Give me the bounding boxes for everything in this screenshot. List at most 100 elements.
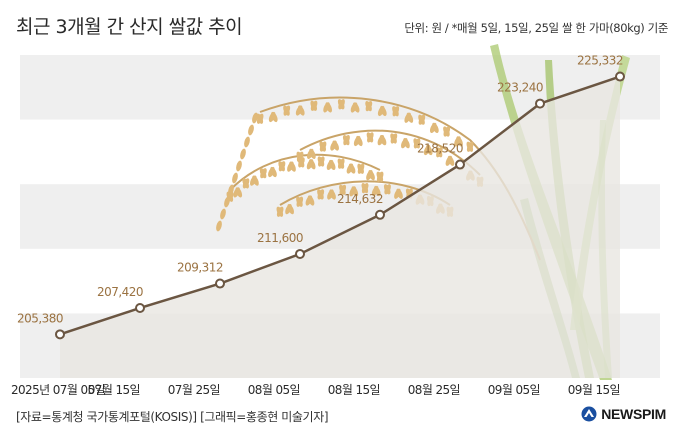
page-title: 최근 3개월 간 산지 쌀값 추이 <box>16 16 243 38</box>
newspim-logo-icon <box>581 406 597 422</box>
rice-grain <box>310 100 318 111</box>
x-tick-label: 08월 05일 <box>248 383 300 397</box>
rice-grain <box>278 161 286 172</box>
rice-grain <box>260 168 267 179</box>
rice-grain <box>377 105 385 117</box>
x-tick-label: 08월 15일 <box>328 383 380 397</box>
rice-grain <box>343 134 350 146</box>
x-tick-label: 2025년 07월 05일 <box>11 383 105 397</box>
rice-grain <box>268 166 275 178</box>
rice-grain <box>390 133 398 144</box>
rice-grain <box>376 171 384 182</box>
rice-grain <box>330 140 337 151</box>
rice-grain <box>252 112 258 124</box>
brand-logo: NEWSPIM <box>581 406 666 422</box>
data-label: 207,420 <box>97 285 143 299</box>
rice-grain <box>371 185 379 197</box>
rice-grain <box>445 155 453 166</box>
rice-grain <box>365 100 373 112</box>
rice-grain <box>394 188 401 199</box>
rice-grain <box>443 126 451 137</box>
rice-grain <box>248 124 254 136</box>
rice-grain <box>349 186 356 197</box>
rice-grain <box>242 178 250 189</box>
rice-grain <box>319 141 327 152</box>
rice-grain <box>327 189 334 200</box>
rice-grain <box>306 148 314 159</box>
rice-grain <box>357 163 365 174</box>
rice-grain <box>338 99 345 110</box>
rice-grain <box>346 163 354 174</box>
rice-grain <box>423 144 431 156</box>
rice-grain <box>268 111 276 123</box>
rice-grain <box>216 220 222 232</box>
data-point <box>615 71 625 82</box>
data-point <box>295 248 305 259</box>
rice-grain <box>401 138 408 149</box>
rice-grain <box>418 114 426 125</box>
rice-grain <box>326 159 334 171</box>
rice-grain <box>285 204 292 215</box>
rice-grain <box>404 112 412 123</box>
data-label: 218,520 <box>417 142 463 156</box>
data-label: 223,240 <box>497 81 543 95</box>
unit-note: 단위: 원 / *매월 5일, 15일, 25일 쌀 한 가마(80kg) 기준 <box>404 21 668 35</box>
rice-grain <box>339 184 347 195</box>
rice-grain <box>224 196 230 208</box>
rice-grain <box>317 156 325 167</box>
area-fill <box>60 76 620 378</box>
rice-grain <box>295 105 303 116</box>
rice-grain <box>298 157 305 168</box>
data-label: 205,380 <box>17 311 63 325</box>
rice-grain <box>228 184 234 196</box>
x-tick-label: 08월 25일 <box>408 383 460 397</box>
rice-grain <box>366 169 373 181</box>
rice-grain <box>367 132 374 143</box>
data-point <box>535 98 545 109</box>
series-line <box>59 75 621 336</box>
data-point <box>215 278 225 289</box>
data-point <box>375 209 385 220</box>
rice-grain <box>287 161 294 172</box>
x-tick-label: 09월 05일 <box>488 383 540 397</box>
data-label: 211,600 <box>257 231 303 245</box>
source-credit: [자료=통계청 국가통계포털(KOSIS)] [그래픽=홍종현 미술기자] <box>16 410 329 424</box>
rice-grain <box>436 147 443 158</box>
x-tick-label: 07월 15일 <box>88 383 140 397</box>
data-label: 209,312 <box>177 261 223 275</box>
brand-name: NEWSPIM <box>601 406 666 422</box>
rice-grain <box>377 135 385 146</box>
rice-grain <box>392 106 400 117</box>
rice-grain <box>429 122 437 134</box>
rice-grain <box>236 160 242 172</box>
rice-grain <box>283 105 291 116</box>
x-tick-label: 09월 15일 <box>568 383 620 397</box>
data-point <box>55 329 65 340</box>
rice-grain <box>305 195 313 206</box>
rice-grain <box>350 102 358 113</box>
rice-grain <box>276 206 284 217</box>
rice-grain <box>232 172 238 184</box>
rice-grain <box>454 136 461 147</box>
rice-grain <box>353 135 361 147</box>
x-tick-label: 07월 25일 <box>168 383 220 397</box>
data-label: 225,332 <box>577 54 623 68</box>
rice-grain <box>361 182 369 194</box>
rice-grain <box>296 196 304 207</box>
rice-grain <box>466 141 474 152</box>
data-label: 214,632 <box>337 192 383 206</box>
rice-grain <box>256 113 264 124</box>
rice-grain <box>413 138 421 149</box>
rice-grain <box>233 187 240 198</box>
rice-grain <box>323 102 330 113</box>
rice-grain <box>240 148 246 160</box>
rice-grain <box>244 136 250 148</box>
rice-grain <box>384 184 391 195</box>
rice-grain <box>306 159 314 170</box>
rice-grain <box>220 208 226 220</box>
data-point <box>455 159 465 170</box>
rice-grain <box>317 189 325 200</box>
rice-grain <box>337 158 345 169</box>
rice-grain <box>250 175 257 186</box>
